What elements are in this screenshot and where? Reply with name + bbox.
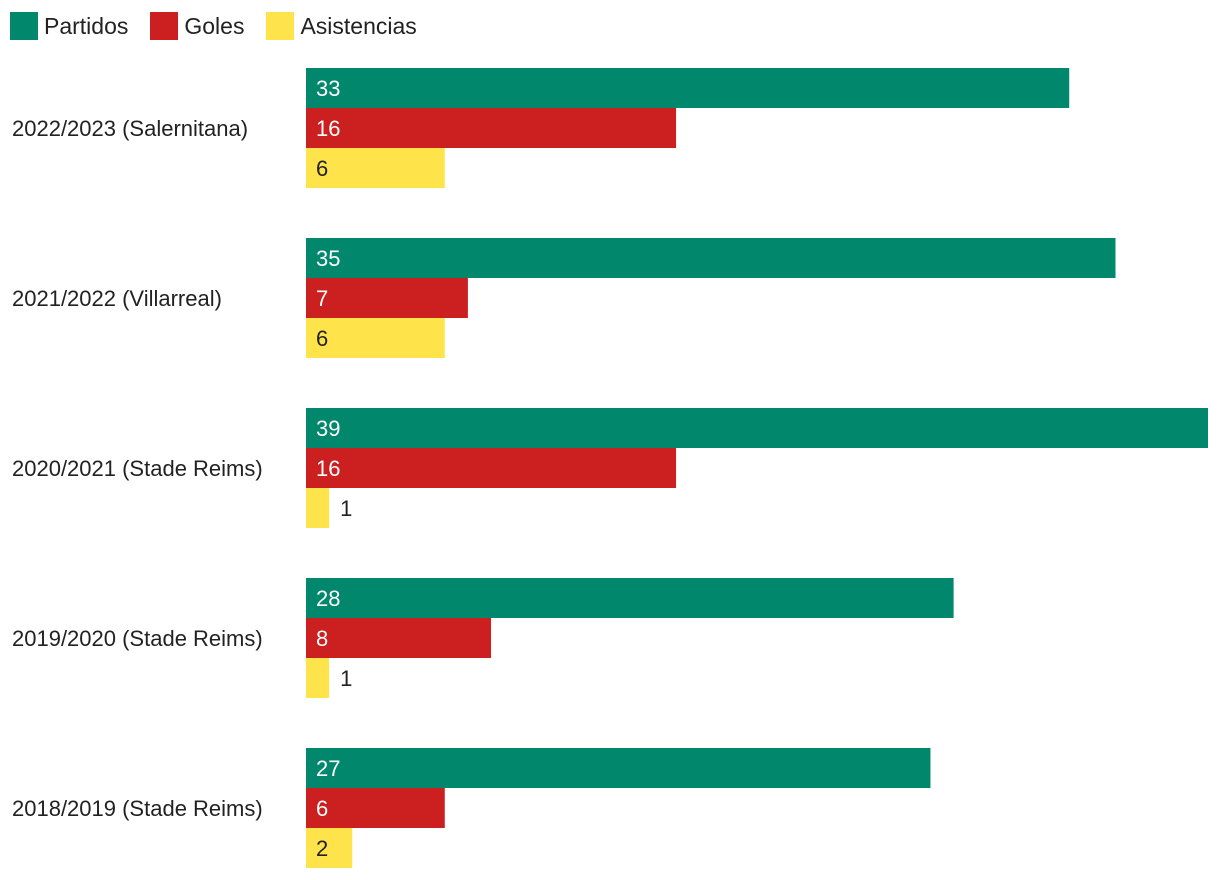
legend-swatch-partidos <box>10 12 38 40</box>
bar-partidos <box>306 238 1116 278</box>
legend-swatch-asistencias <box>266 12 295 40</box>
legend-item-partidos: Partidos <box>10 12 128 40</box>
legend-label-asistencias: Asistencias <box>300 12 417 39</box>
data-label-asistencias: 2 <box>316 836 328 861</box>
legend-item-goles: Goles <box>150 12 244 40</box>
data-label-partidos: 27 <box>316 756 340 781</box>
category-label: 2018/2019 (Stade Reims) <box>12 796 263 821</box>
data-label-partidos: 28 <box>316 586 340 611</box>
bar-partidos <box>306 408 1208 448</box>
category-label: 2021/2022 (Villarreal) <box>12 286 222 311</box>
category-label: 2019/2020 (Stade Reims) <box>12 626 263 651</box>
bar-asistencias <box>306 658 330 698</box>
bar-goles <box>306 618 492 658</box>
bar-goles <box>306 788 445 828</box>
data-label-asistencias: 6 <box>316 156 328 181</box>
data-label-asistencias: 6 <box>316 326 328 351</box>
bar-asistencias <box>306 148 445 188</box>
bar-partidos <box>306 578 954 618</box>
bar-partidos <box>306 748 931 788</box>
bar-goles <box>306 278 468 318</box>
data-label-partidos: 39 <box>316 416 340 441</box>
data-label-goles: 7 <box>316 286 328 311</box>
bar-asistencias <box>306 828 353 868</box>
data-label-goles: 16 <box>316 456 340 481</box>
data-label-goles: 6 <box>316 796 328 821</box>
legend: Partidos Goles Asistencias <box>10 12 439 40</box>
data-label-partidos: 33 <box>316 76 340 101</box>
legend-label-goles: Goles <box>184 12 245 39</box>
bar-partidos <box>306 68 1070 108</box>
legend-label-partidos: Partidos <box>44 12 129 39</box>
bar-goles <box>306 108 677 148</box>
data-label-partidos: 35 <box>316 246 340 271</box>
category-label: 2020/2021 (Stade Reims) <box>12 456 263 481</box>
data-label-goles: 16 <box>316 116 340 141</box>
data-label-asistencias: 1 <box>340 666 352 691</box>
bar-asistencias <box>306 318 445 358</box>
legend-swatch-goles <box>150 12 179 40</box>
legend-item-asistencias: Asistencias <box>266 12 417 40</box>
data-label-goles: 8 <box>316 626 328 651</box>
bar-goles <box>306 448 677 488</box>
bar-asistencias <box>306 488 330 528</box>
data-label-asistencias: 1 <box>340 496 352 521</box>
category-label: 2022/2023 (Salernitana) <box>12 116 248 141</box>
